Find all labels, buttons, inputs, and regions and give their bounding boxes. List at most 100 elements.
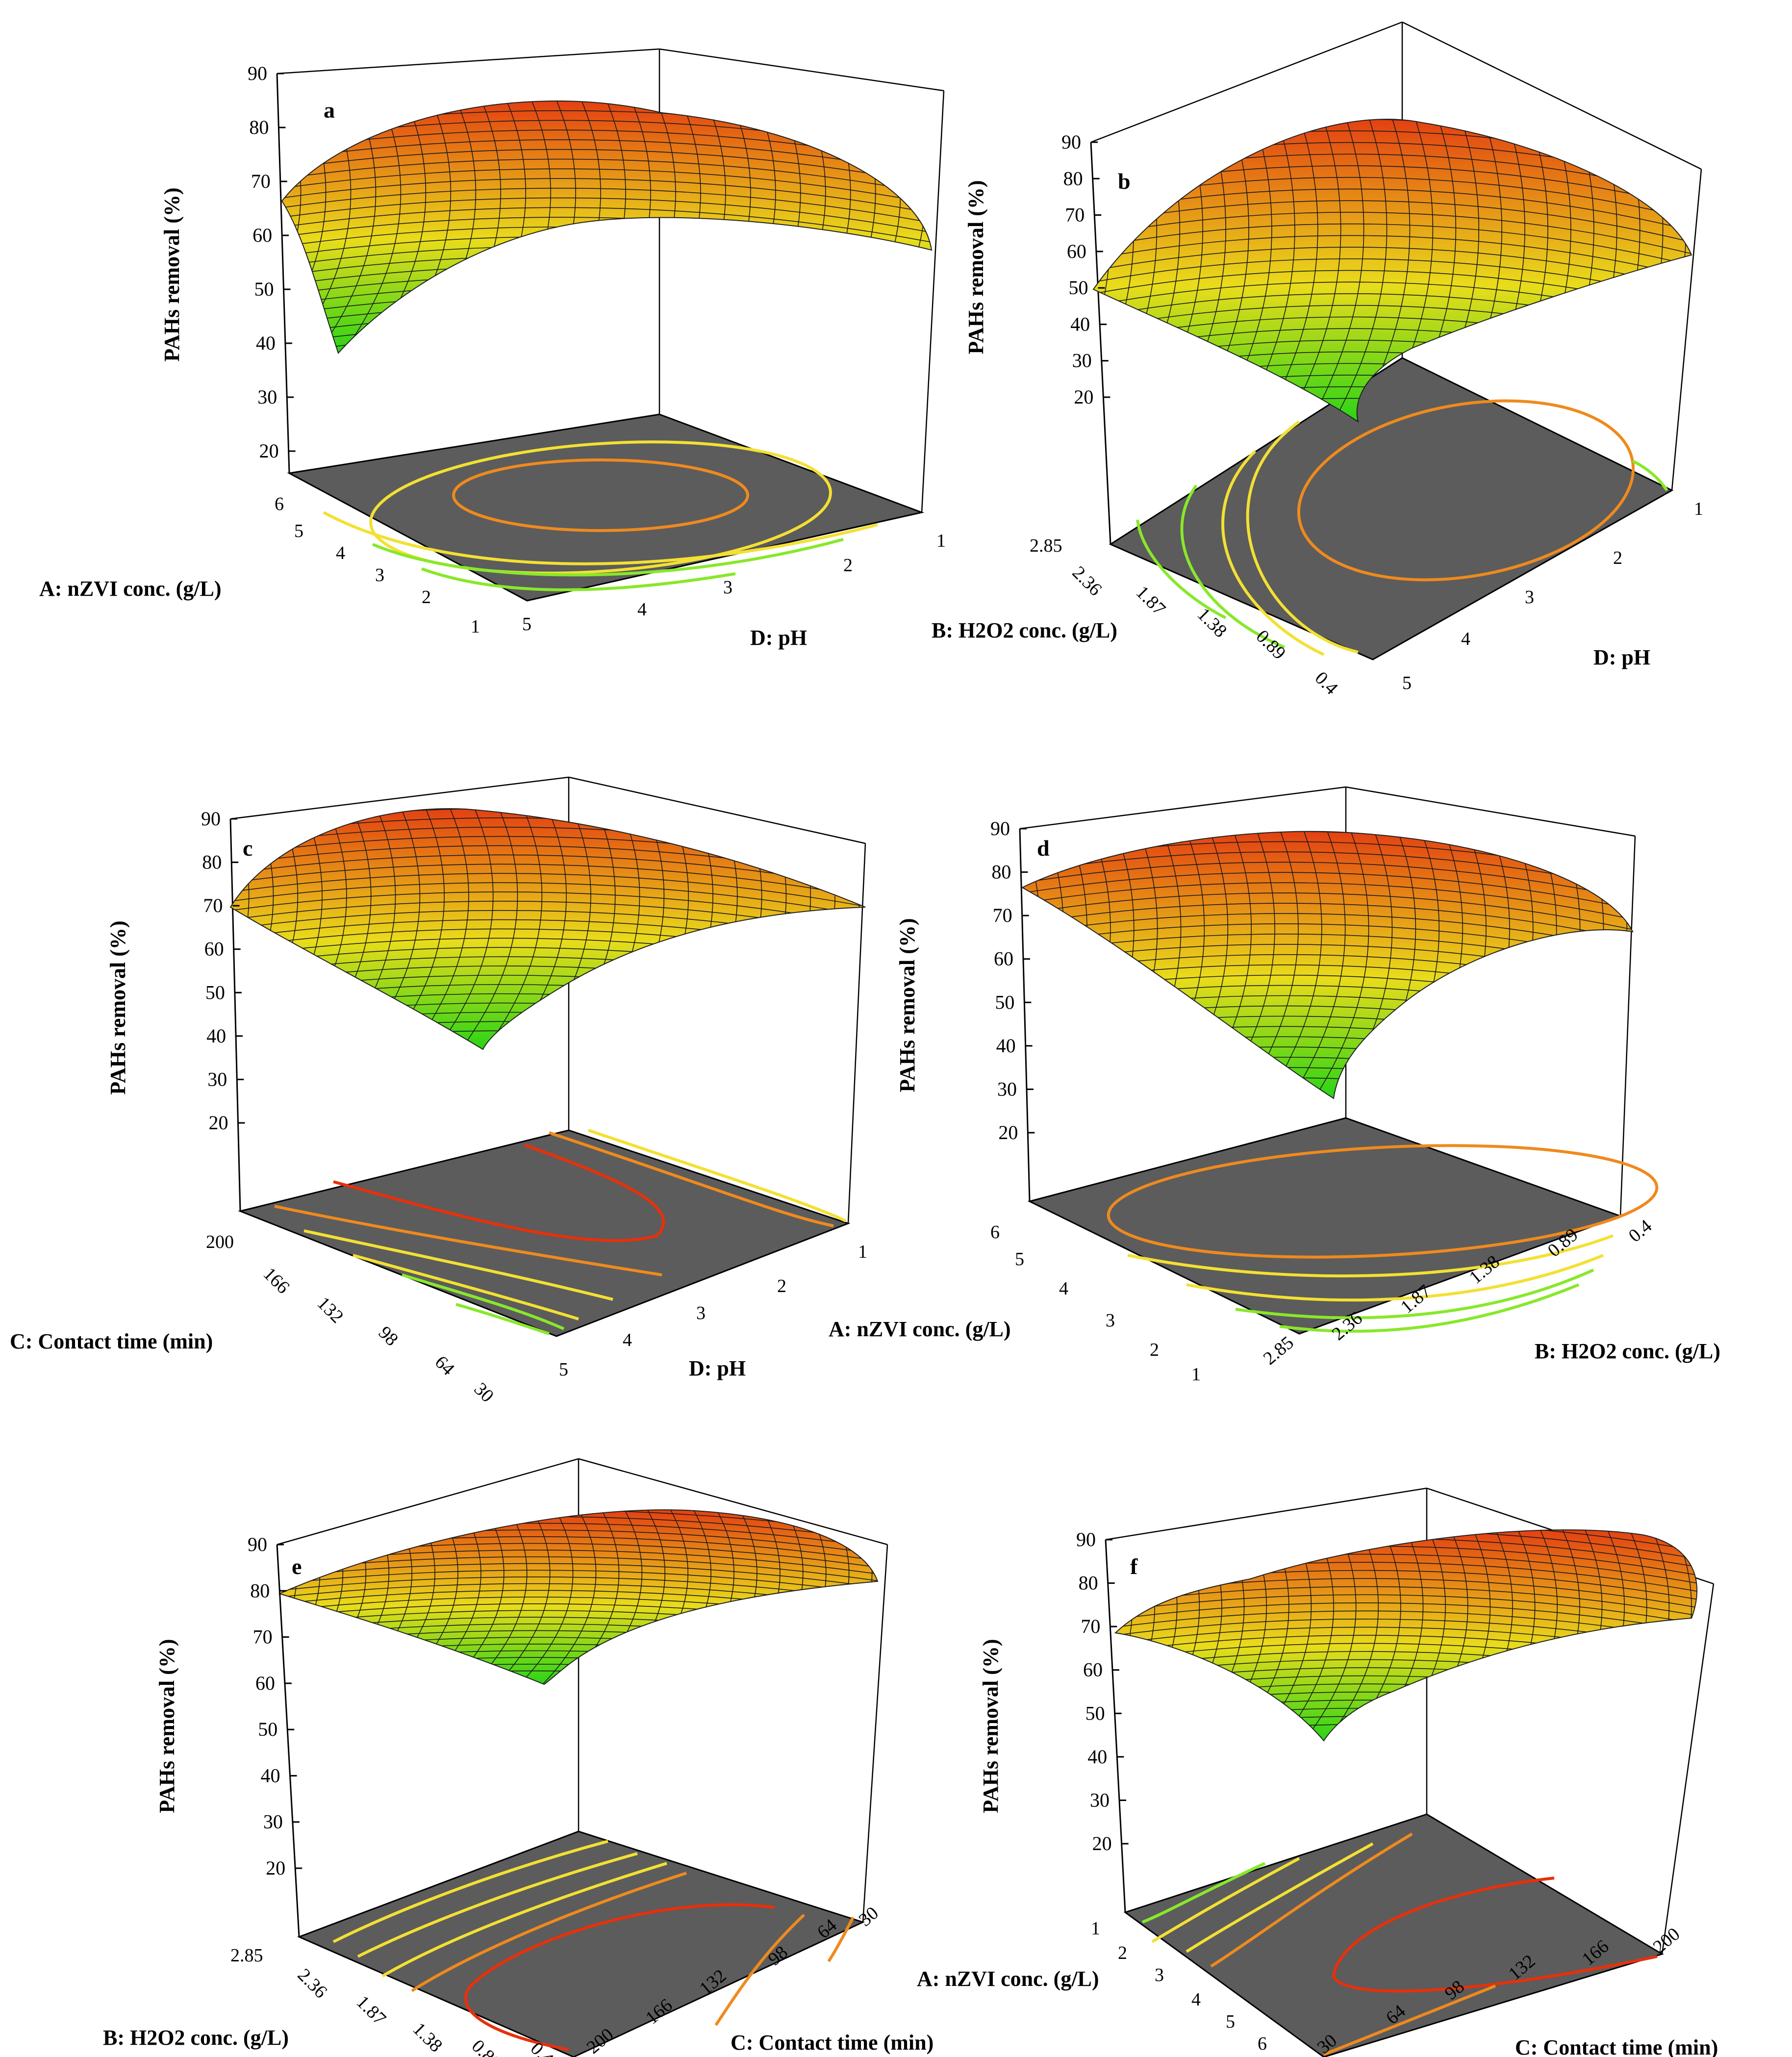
mesh-line bbox=[1093, 247, 1691, 289]
y-tick: 3 bbox=[1525, 587, 1534, 608]
mesh-line bbox=[282, 333, 932, 353]
mesh-line bbox=[230, 891, 865, 926]
mesh-line bbox=[282, 178, 932, 214]
mesh-line bbox=[1115, 1594, 1697, 1624]
z-tick-label: 40 bbox=[1070, 313, 1090, 335]
z-tick-label: 20 bbox=[1074, 386, 1093, 408]
z-tick-label: 70 bbox=[253, 1626, 273, 1648]
mesh-line bbox=[230, 1030, 865, 1049]
x-tick: 6 bbox=[990, 1222, 1000, 1243]
y-tick: 4 bbox=[623, 1330, 632, 1350]
y-tick: 0.4 bbox=[1625, 1216, 1656, 1246]
z-tick-label: 70 bbox=[203, 894, 223, 916]
mesh-line bbox=[1548, 831, 1604, 1098]
z-tick-label: 90 bbox=[1061, 131, 1081, 153]
y-tick: 2 bbox=[777, 1276, 786, 1296]
z-tick-label: 20 bbox=[998, 1121, 1018, 1143]
mesh-line bbox=[1093, 188, 1691, 231]
panel-d: d 90 80 70 60 50 40 30 20 PAHs removal (%) 6 5 … bbox=[895, 786, 1720, 1385]
x-tick: 4 bbox=[1191, 1989, 1201, 2010]
mesh-line bbox=[778, 809, 835, 1049]
mesh-line bbox=[1093, 223, 1691, 266]
mesh-line bbox=[1115, 1716, 1697, 1741]
mesh-line bbox=[1115, 1586, 1697, 1616]
y-tick: 1 bbox=[936, 531, 946, 551]
panel-label-e: e bbox=[292, 1554, 302, 1579]
z-tick-label: 90 bbox=[248, 1533, 267, 1555]
z-tick-label: 80 bbox=[1063, 167, 1083, 189]
x-tick: 166 bbox=[259, 1264, 294, 1298]
y-label-d: B: H2O2 conc. (g/L) bbox=[1535, 1339, 1720, 1363]
z-tick-label: 50 bbox=[205, 981, 225, 1003]
mesh-line bbox=[230, 1021, 865, 1049]
panel-e: e 90 80 70 60 50 40 30 20 PAHs removal (%) 2.85… bbox=[103, 1458, 934, 2057]
z-label-f: PAHs removal (%) bbox=[979, 1639, 1003, 1813]
mesh-line bbox=[1290, 831, 1346, 1098]
z-ticks-c: 90 80 70 60 50 40 30 20 bbox=[201, 808, 245, 1134]
floor-f bbox=[1123, 1813, 1664, 2057]
x-tick: 5 bbox=[1015, 1249, 1024, 1270]
mesh-line bbox=[1022, 862, 1633, 899]
z-tick-label: 40 bbox=[996, 1035, 1016, 1057]
x-label-a: A: nZVI conc. (g/L) bbox=[39, 577, 222, 601]
mesh-line bbox=[282, 188, 932, 224]
mesh-line bbox=[1115, 1691, 1697, 1722]
x-tick: 2.85 bbox=[230, 1945, 263, 1966]
z-tick-label: 40 bbox=[1087, 1746, 1107, 1768]
y-label-a: D: pH bbox=[750, 626, 807, 650]
z-tick-label: 30 bbox=[207, 1068, 227, 1090]
x-tick: 1.87 bbox=[353, 1992, 390, 2030]
z-tick-label: 70 bbox=[1065, 204, 1085, 226]
nzvi-label-c: A: nZVI conc. (g/L) bbox=[829, 1317, 1011, 1341]
x-ticks-d: 6 5 4 3 2 1 bbox=[990, 1222, 1201, 1385]
mesh-line bbox=[705, 809, 762, 1049]
x-tick: 1.87 bbox=[1132, 582, 1170, 620]
y-label-e: C: Contact time (min) bbox=[731, 2031, 934, 2055]
z-ticks-d: 90 80 70 60 50 40 30 20 bbox=[990, 817, 1035, 1143]
mesh-line bbox=[230, 1002, 865, 1037]
mesh-line bbox=[282, 168, 932, 204]
x-tick: 64 bbox=[431, 1352, 459, 1380]
y-tick: 1 bbox=[858, 1242, 867, 1262]
y-label-f: C: Contact time (min) bbox=[1515, 2035, 1718, 2057]
z-tick-label: 90 bbox=[248, 62, 267, 84]
z-label-d: PAHs removal (%) bbox=[895, 918, 919, 1092]
x-ticks-f: 1 2 3 4 5 6 bbox=[1091, 1918, 1267, 2054]
z-tick-label: 50 bbox=[254, 278, 274, 300]
z-tick-label: 90 bbox=[1076, 1528, 1096, 1550]
y-tick: 30 bbox=[855, 1903, 883, 1930]
z-tick-label: 40 bbox=[206, 1025, 226, 1047]
x-label-c: C: Contact time (min) bbox=[10, 1329, 213, 1353]
z-tick-label: 70 bbox=[1081, 1615, 1100, 1637]
mesh-line bbox=[279, 1570, 878, 1595]
mesh-line bbox=[282, 207, 932, 243]
mesh-line bbox=[1022, 831, 1064, 1098]
x-tick: 132 bbox=[313, 1293, 348, 1327]
z-tick-label: 30 bbox=[1090, 1789, 1110, 1811]
mesh-line bbox=[827, 809, 865, 1049]
z-tick-label: 20 bbox=[1092, 1832, 1112, 1854]
mesh-line bbox=[1115, 1610, 1697, 1641]
z-tick-label: 30 bbox=[1072, 350, 1092, 372]
mesh-line bbox=[230, 809, 250, 1049]
mesh-line bbox=[230, 863, 865, 898]
mesh-line bbox=[279, 1556, 878, 1581]
mesh-line bbox=[282, 149, 932, 185]
z-tick-label: 20 bbox=[209, 1112, 228, 1134]
z-tick-label: 50 bbox=[1068, 277, 1088, 299]
surface-c bbox=[229, 808, 866, 1050]
mesh-line bbox=[1115, 1700, 1697, 1729]
panel-f: f 90 80 70 60 50 40 30 20 PAHs removal (%) 1 2 … bbox=[917, 1487, 1718, 2057]
surface-f bbox=[1114, 1529, 1698, 1742]
z-tick-label: 80 bbox=[202, 851, 222, 873]
z-tick-label: 20 bbox=[259, 440, 279, 462]
z-label-b: PAHs removal (%) bbox=[964, 180, 988, 354]
y-tick: 5 bbox=[1402, 673, 1412, 693]
z-tick-label: 90 bbox=[990, 817, 1010, 839]
surface-d bbox=[1021, 831, 1634, 1099]
mesh-line bbox=[279, 1576, 878, 1601]
mesh-line bbox=[542, 1510, 597, 1684]
x-tick: 6 bbox=[1258, 2033, 1267, 2054]
